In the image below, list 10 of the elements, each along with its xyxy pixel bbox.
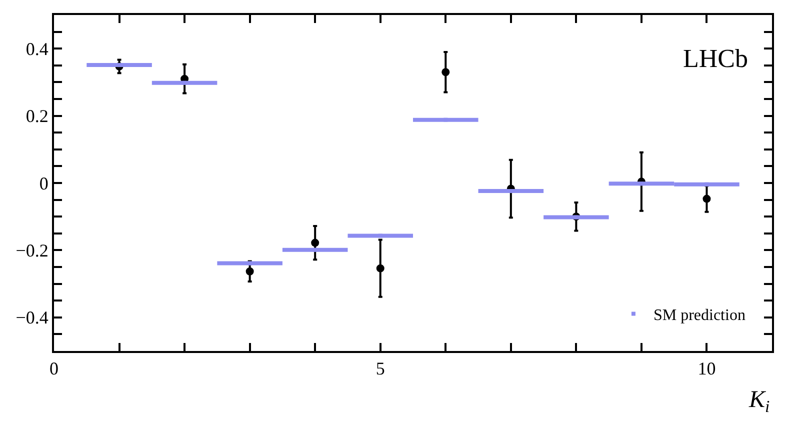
annotation: LHCb [683, 44, 748, 73]
y-tick-label: −0.4 [16, 308, 48, 328]
legend-label: SM prediction [653, 306, 746, 324]
x-axis-title: K$_{i}$ [748, 387, 770, 416]
x-tick-label: 5 [376, 358, 385, 379]
x-tick-label: 10 [698, 358, 716, 379]
y-tick-label: 0 [39, 173, 48, 194]
y-tick-label: −0.2 [16, 240, 48, 260]
y-tick-label: 0.4 [26, 38, 48, 59]
y-tick-label: 0.2 [26, 106, 48, 126]
